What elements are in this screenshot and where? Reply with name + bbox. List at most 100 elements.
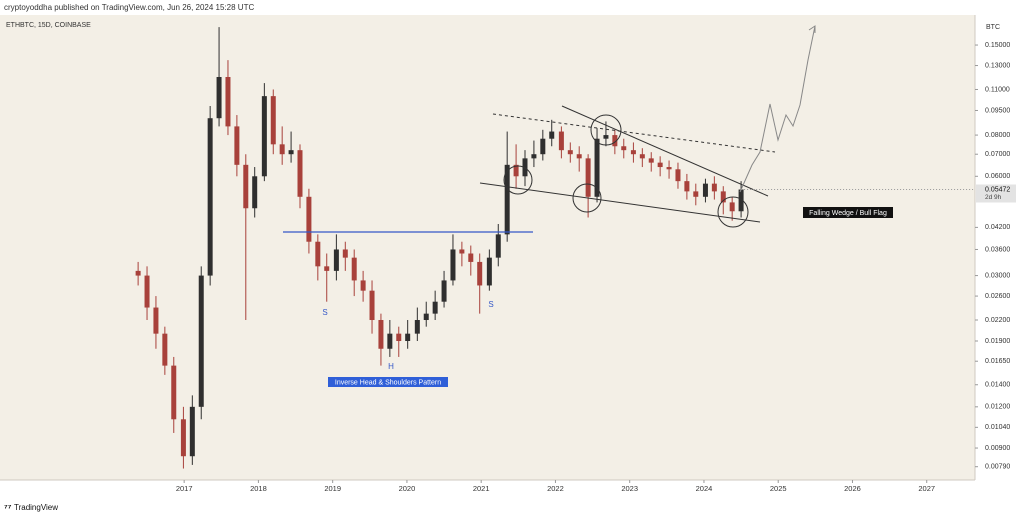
shoulder-label: S bbox=[322, 308, 327, 317]
candle-body bbox=[423, 313, 429, 321]
candle-body bbox=[657, 162, 663, 168]
y-tick-label: 0.11000 bbox=[985, 86, 1010, 93]
candle-body bbox=[504, 164, 510, 235]
candle-body bbox=[162, 333, 168, 366]
candle-body bbox=[360, 280, 366, 291]
y-tick-label: 0.07000 bbox=[985, 151, 1010, 158]
drawings bbox=[283, 25, 816, 233]
label-box bbox=[328, 377, 448, 387]
candle-body bbox=[270, 96, 276, 145]
y-tick-label: 0.01040 bbox=[985, 424, 1010, 431]
footer-logo: ⁷⁷ bbox=[4, 502, 12, 512]
candle-body bbox=[378, 320, 384, 349]
circle bbox=[717, 196, 749, 228]
y-tick-label: 0.02600 bbox=[985, 293, 1010, 300]
y-tick-label: 0.13000 bbox=[985, 62, 1010, 69]
candle-body bbox=[189, 406, 195, 457]
y-tick-label: 0.01900 bbox=[985, 338, 1010, 345]
candle-body bbox=[315, 241, 321, 267]
y-tick-label: 0.08000 bbox=[985, 132, 1010, 139]
x-tick-label: 2020 bbox=[399, 484, 416, 493]
y-tick-label: 0.03000 bbox=[985, 272, 1010, 279]
last-price-label: 0.05472 bbox=[985, 186, 1010, 193]
footer: ⁷⁷ TradingView bbox=[4, 502, 58, 512]
y-tick-label: 0.01200 bbox=[985, 404, 1010, 411]
candle-body bbox=[558, 131, 564, 151]
y-tick-label: 0.15000 bbox=[985, 42, 1010, 49]
x-tick-label: 2019 bbox=[324, 484, 341, 493]
y-tick-label: 0.00790 bbox=[985, 464, 1010, 471]
currency: BTC bbox=[986, 24, 1000, 31]
candle-body bbox=[324, 266, 330, 271]
candle-body bbox=[459, 249, 465, 254]
candle-body bbox=[675, 169, 681, 182]
candle-body bbox=[135, 270, 141, 276]
y-tick-label: 0.01650 bbox=[985, 358, 1010, 365]
label-box bbox=[803, 207, 893, 218]
candle-body bbox=[540, 138, 546, 155]
candle-body bbox=[153, 307, 159, 334]
y-tick-label: 0.00900 bbox=[985, 445, 1010, 452]
candle-body bbox=[693, 191, 699, 197]
x-tick-label: 2022 bbox=[547, 484, 564, 493]
symbol: ETHBTC, 15D, COINBASE bbox=[6, 22, 91, 29]
y-tick-label: 0.04200 bbox=[985, 224, 1010, 231]
x-tick-label: 2024 bbox=[696, 484, 713, 493]
candle-body bbox=[531, 154, 537, 159]
candle-body bbox=[612, 135, 618, 147]
footer-text: TradingView bbox=[14, 503, 58, 512]
x-tick-label: 2023 bbox=[621, 484, 638, 493]
candle-body bbox=[333, 249, 339, 271]
head-label: H bbox=[388, 362, 394, 371]
y-tick-label: 0.09500 bbox=[985, 107, 1010, 114]
candle-body bbox=[306, 196, 312, 242]
candle-body bbox=[450, 249, 456, 281]
candle-body bbox=[729, 202, 735, 212]
candle-body bbox=[720, 191, 726, 203]
candle-body bbox=[603, 135, 609, 139]
countdown-label: 2d 9h bbox=[985, 194, 1002, 201]
plot-bg bbox=[0, 15, 975, 480]
candle-body bbox=[387, 333, 393, 349]
last-price-box bbox=[976, 184, 1016, 203]
candle-body bbox=[738, 189, 744, 212]
x-tick-label: 2027 bbox=[918, 484, 935, 493]
header: cryptoyoddha published on TradingView.co… bbox=[4, 3, 254, 12]
candle-body bbox=[243, 164, 249, 209]
candle-body bbox=[432, 301, 438, 314]
circle bbox=[572, 183, 602, 213]
candle-body bbox=[351, 257, 357, 281]
candle-body bbox=[666, 167, 672, 170]
candle-body bbox=[171, 365, 177, 420]
candle-body bbox=[261, 96, 267, 177]
candle-body bbox=[495, 234, 501, 258]
candle-body bbox=[594, 138, 600, 197]
wedge-lower bbox=[479, 182, 761, 223]
projection-arrow bbox=[808, 25, 816, 33]
candle-body bbox=[180, 419, 186, 457]
x-tick-label: 2017 bbox=[176, 484, 193, 493]
candle-body bbox=[405, 333, 411, 342]
candle-body bbox=[630, 150, 636, 155]
y-tick-label: 0.06000 bbox=[985, 173, 1010, 180]
projection-path bbox=[739, 25, 816, 193]
x-tick-label: 2018 bbox=[250, 484, 267, 493]
candle-body bbox=[549, 131, 555, 139]
candle-body bbox=[621, 146, 627, 151]
candle-body bbox=[414, 320, 420, 334]
circle bbox=[590, 114, 622, 146]
candle-body bbox=[684, 181, 690, 192]
candle-body bbox=[342, 249, 348, 258]
candle-body bbox=[288, 150, 294, 155]
x-tick-label: 2025 bbox=[770, 484, 787, 493]
candle-body bbox=[369, 290, 375, 321]
y-tick-label: 0.03600 bbox=[985, 246, 1010, 253]
candle-body bbox=[144, 275, 150, 308]
candle-body bbox=[711, 183, 717, 192]
candle-body bbox=[279, 144, 285, 155]
candle-body bbox=[477, 261, 483, 286]
candle-body bbox=[585, 158, 591, 197]
